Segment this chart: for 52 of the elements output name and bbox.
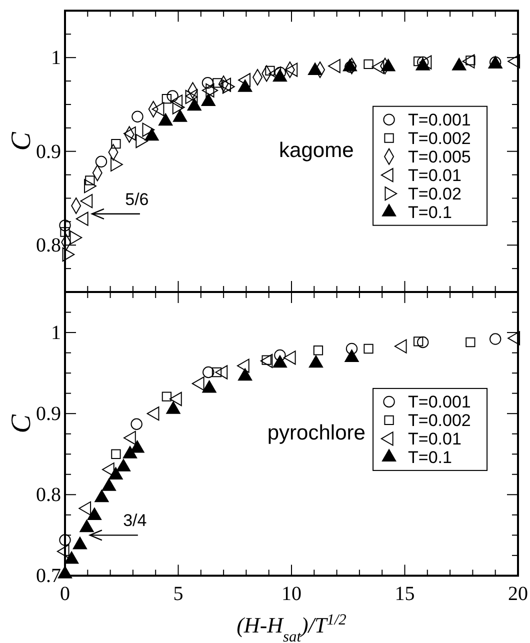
point	[162, 392, 172, 402]
y-tick-label: 0.7	[36, 565, 61, 588]
x-axis-title: (H-H$_{sat}$)/T$^{1/2}$	[236, 611, 347, 643]
point	[274, 349, 286, 362]
point	[64, 551, 79, 564]
legend-label: T=0.005	[408, 148, 471, 167]
point	[130, 440, 144, 453]
x-tick-label: 0	[60, 582, 70, 605]
point	[80, 520, 94, 532]
point	[414, 336, 424, 346]
point	[122, 446, 138, 458]
legend-label: T=0.001	[408, 392, 471, 412]
y-tick-label: 0.9	[36, 402, 61, 425]
point	[202, 366, 214, 378]
legend-label: T=0.01	[408, 166, 462, 186]
point	[490, 333, 502, 345]
point	[108, 467, 123, 480]
point	[166, 401, 180, 414]
point	[364, 344, 374, 354]
point	[102, 478, 116, 491]
x-tick-label: 20	[508, 582, 528, 605]
y-tick-label: 0.8	[36, 234, 61, 257]
annotation: kagome	[279, 138, 354, 162]
x-tick-label: 15	[394, 582, 415, 605]
annotation: pyrochlore	[267, 422, 366, 445]
point	[346, 342, 358, 355]
legend-label: T=0.002	[408, 411, 471, 430]
legend-label: T=0.001	[408, 110, 471, 130]
annotation: 5/6	[125, 190, 149, 209]
x-tick-label: 5	[173, 582, 184, 605]
y-tick-label: 1	[51, 46, 61, 69]
point	[466, 337, 476, 348]
point	[94, 490, 109, 502]
point	[130, 418, 142, 430]
legend-label: T=0.1	[408, 448, 452, 468]
point	[313, 346, 324, 356]
y-tick-label: 0.9	[36, 140, 61, 163]
point	[111, 449, 121, 459]
legend-label: T=0.1	[408, 203, 452, 222]
point	[116, 458, 131, 472]
point	[87, 508, 102, 520]
y-tick-label: 0.8	[36, 484, 61, 506]
y-tick-label: 1	[51, 322, 61, 344]
x-tick-label: 10	[282, 582, 302, 605]
point	[72, 536, 88, 550]
point	[417, 336, 429, 348]
y-axis-title: C	[6, 132, 37, 151]
y-axis-title: C	[6, 414, 37, 434]
legend-label: T=0.01	[408, 430, 462, 449]
legend-label: T=0.02	[408, 184, 462, 204]
annotation: 3/4	[123, 511, 147, 530]
legend-label: T=0.002	[408, 129, 471, 148]
